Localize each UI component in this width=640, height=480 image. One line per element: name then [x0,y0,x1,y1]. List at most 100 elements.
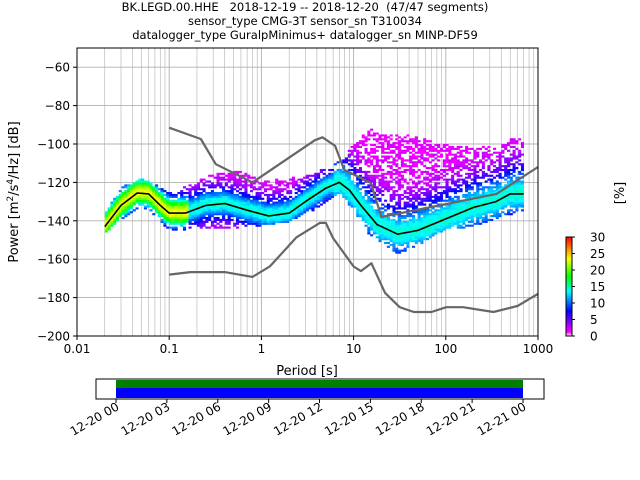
density-cell [406,232,410,235]
y-tick-label: −200 [37,330,70,344]
density-cell [395,236,399,239]
density-cell [470,193,474,197]
density-cell [188,201,192,204]
density-cell [216,197,220,200]
density-cell [238,184,242,187]
density-cell [107,209,111,212]
density-cell [520,205,525,208]
density-cell [222,215,226,218]
density-cell [280,207,284,210]
density-cell [350,184,354,187]
density-cell [263,216,268,220]
density-cell [297,178,301,181]
density-cell [180,211,184,214]
density-cell [439,230,444,233]
density-cell [495,159,499,162]
density-cell [378,230,382,233]
x-axis-ticks: 0.01 0.1 1 10 100 1000 [64,336,553,356]
density-cell [132,201,136,204]
density-cell [163,197,167,200]
density-cell [406,145,410,149]
density-cell [202,203,206,206]
density-cell [456,163,460,166]
density-cell [501,151,505,154]
density-cell [356,186,360,189]
density-cell [375,220,379,223]
colorbar-tick-label: 15 [590,280,605,294]
density-cell [135,197,139,200]
density-cell [110,220,114,223]
density-cell [180,205,184,208]
density-cell [353,201,357,204]
density-cell [400,228,404,231]
density-cell [378,218,382,221]
density-cell [141,178,145,181]
density-cell [386,161,390,164]
density-cell [381,155,385,158]
density-cell [199,224,203,227]
density-cell [336,178,340,181]
density-cell [146,205,150,208]
density-cell [280,190,284,193]
density-cell [141,184,145,187]
density-cell [417,151,421,154]
density-cell [442,215,446,218]
density-cell [431,226,435,229]
density-cell [121,201,125,204]
density-cell [409,236,413,239]
density-cell [247,184,251,187]
density-cell [425,151,430,154]
density-cell [512,165,516,168]
density-cell [180,203,184,206]
density-cell [141,197,145,200]
density-cell [135,193,139,197]
title-line-2: sensor_type CMG-3T sensor_sn T310034 [188,14,422,28]
density-cell [398,220,402,223]
density-cell [199,193,203,197]
density-cell [224,205,228,208]
density-cell [336,174,340,177]
density-cell [339,192,343,195]
density-cell [191,215,195,218]
density-cell [375,218,379,221]
density-cell [414,241,418,245]
density-cell [358,182,363,185]
density-cell [344,159,349,162]
density-cell [487,207,491,210]
density-cell [498,186,502,189]
density-cell [400,222,404,225]
density-cell [445,180,449,183]
density-cell [392,157,396,160]
density-cell [311,201,315,204]
density-cell [490,161,494,164]
density-cell [409,193,413,197]
density-cell [459,218,463,221]
density-cell [423,197,427,200]
density-cell [367,232,371,235]
density-cell [155,197,159,200]
density-cell [247,222,251,225]
density-cell [171,201,175,204]
density-cell [149,205,153,208]
density-cell [367,153,371,156]
density-cell [280,218,284,221]
density-cell [506,170,511,173]
density-cell [487,199,491,202]
density-cell [487,211,491,214]
density-cell [484,215,488,218]
density-cell [110,218,114,221]
density-cell [196,211,201,214]
density-cell [501,193,505,197]
density-cell [417,149,421,152]
density-cell [280,209,284,212]
density-cell [135,199,139,202]
density-cell [277,205,282,208]
density-cell [403,238,407,241]
density-cell [428,145,432,149]
density-cell [196,215,201,218]
density-cell [504,184,508,187]
density-cell [445,155,449,158]
density-cell [141,182,145,185]
density-cell [425,238,430,241]
density-cell [258,197,262,200]
